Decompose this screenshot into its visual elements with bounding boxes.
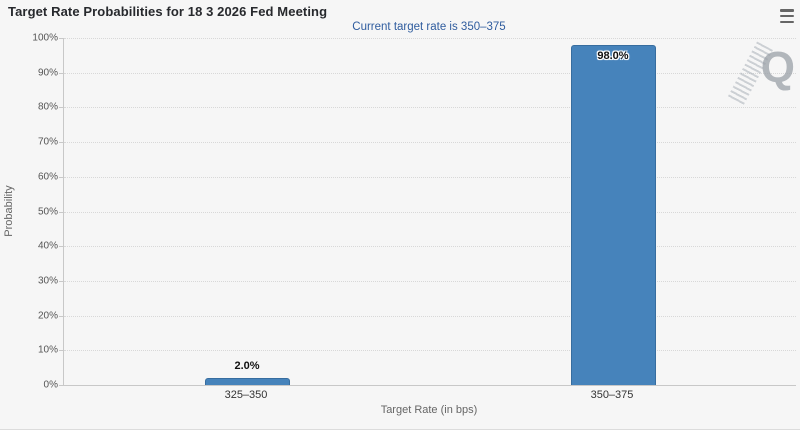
gridline: [64, 246, 796, 248]
y-axis-tick: [59, 142, 63, 144]
gridline: [64, 38, 796, 39]
y-axis-tick: [59, 38, 63, 39]
y-axis-tick-label: 0%: [43, 379, 58, 391]
x-axis-labels: 325–350 350–375: [63, 389, 795, 403]
y-axis-tick-label: 10%: [37, 344, 58, 356]
y-axis-tick-label: 30%: [37, 275, 58, 287]
gridline: [64, 107, 796, 109]
y-axis-tick: [59, 350, 63, 352]
y-axis-tick: [59, 246, 63, 248]
gridline: [64, 176, 796, 178]
bar-value-label: 2.0%: [234, 360, 260, 372]
y-axis-tick: [59, 280, 63, 282]
y-axis-title: Probability: [3, 185, 15, 237]
chart-context-menu-button[interactable]: [777, 7, 797, 25]
hamburger-icon: [780, 14, 794, 18]
y-axis-tick-label: 80%: [37, 101, 58, 113]
y-axis-tick-label: 70%: [37, 136, 58, 148]
bar-value-label: 98.0%: [597, 50, 629, 62]
chart-subtitle: Current target rate is 350–375: [352, 21, 506, 33]
y-axis-tick: [59, 315, 63, 317]
gridline: [64, 315, 796, 317]
y-axis-tick: [59, 385, 63, 386]
bar-325–350[interactable]: [204, 378, 290, 385]
gridline: [64, 211, 796, 213]
gridline: [64, 142, 796, 144]
gridline: [64, 280, 796, 282]
y-axis-tick: [59, 107, 63, 109]
bar-350–375[interactable]: [570, 45, 656, 385]
y-axis-tick: [59, 211, 63, 213]
y-axis-tick-label: 60%: [37, 171, 58, 183]
plot-area: 2.0% 98.0%: [59, 38, 796, 386]
y-axis-tick-label: 100%: [32, 32, 58, 44]
hamburger-icon: [780, 20, 794, 23]
x-axis-category-label: 350–375: [590, 389, 634, 401]
y-axis-tick: [59, 72, 63, 74]
y-axis-tick-label: 90%: [37, 67, 58, 79]
y-axis-tick-label: 50%: [37, 206, 58, 217]
y-axis-tick: [59, 176, 63, 178]
gridline: [64, 350, 796, 352]
chart-title: Target Rate Probabilities for 18 3 2026 …: [8, 4, 328, 19]
x-axis-category-label: 325–350: [224, 389, 268, 401]
x-axis-title: Target Rate (in bps): [380, 404, 478, 416]
y-axis-tick-label: 20%: [37, 310, 58, 322]
gridline: [64, 72, 796, 74]
y-axis-labels: 0% 10% 20% 30% 40% 50% 60% 70% 80% 90% 100%: [0, 33, 58, 391]
y-axis-tick-label: 40%: [37, 240, 58, 252]
hamburger-icon: [780, 9, 794, 12]
